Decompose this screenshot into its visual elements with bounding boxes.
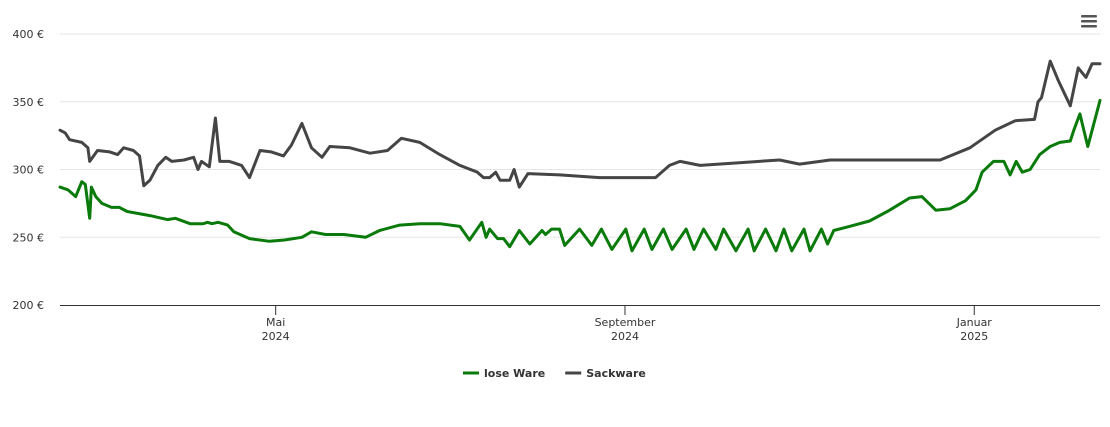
series-line	[58, 98, 1102, 253]
y-tick-label: 400 €	[13, 28, 45, 41]
y-tick-label: 250 €	[13, 231, 45, 244]
x-tick-label: Mai 2024	[262, 316, 290, 343]
series-line	[58, 59, 1102, 189]
y-tick-label: 300 €	[13, 164, 45, 177]
legend-label: lose Ware	[484, 367, 545, 380]
x-tick-label: Januar 2025	[956, 316, 993, 343]
legend-label: Sackware	[586, 367, 646, 380]
x-tick-label: September 2024	[595, 316, 656, 343]
menu-button[interactable]	[1081, 15, 1097, 28]
legend: lose Ware Sackware	[463, 367, 646, 380]
y-tick-label: 350 €	[13, 96, 45, 109]
y-tick-label: 200 €	[13, 299, 45, 312]
